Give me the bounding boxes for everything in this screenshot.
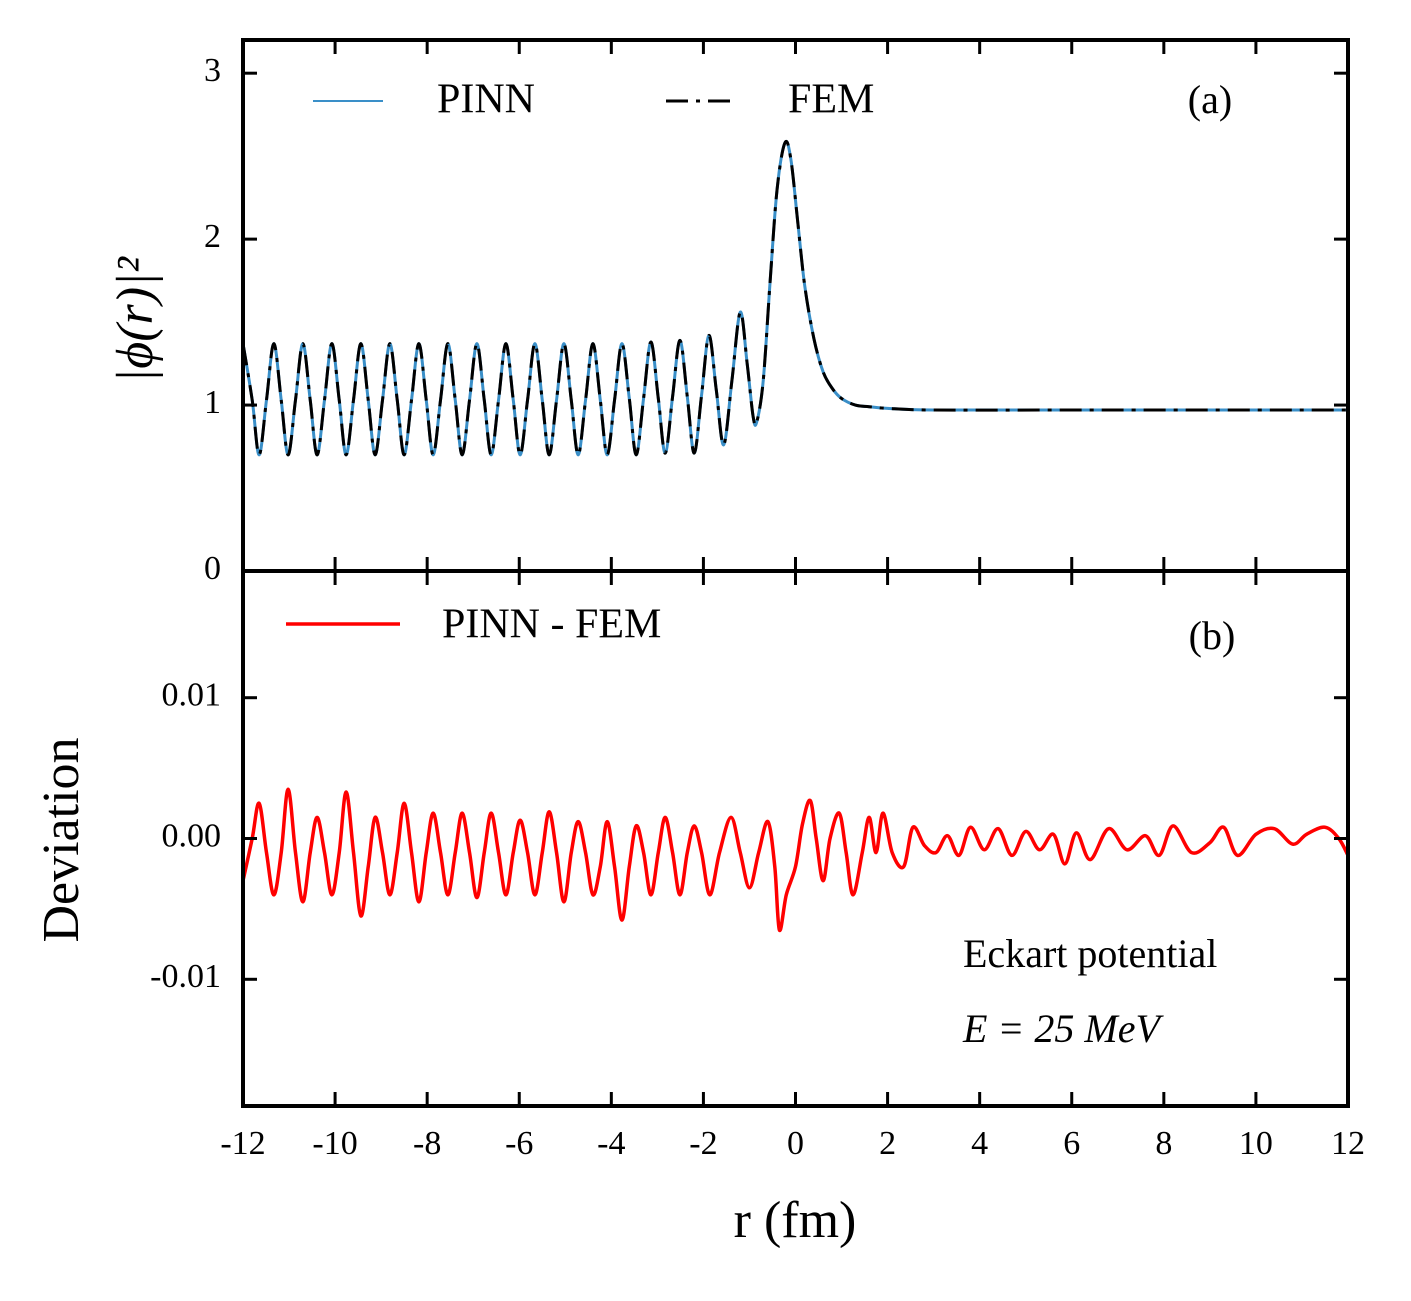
x-tick-label: 8 xyxy=(1155,1125,1172,1162)
annotation: E = 25 MeV xyxy=(962,1006,1165,1051)
panel-b-plot xyxy=(243,787,1348,933)
y-tick-label: 0.00 xyxy=(162,817,222,854)
series-line xyxy=(243,140,1348,457)
series-line xyxy=(243,140,1348,457)
panel-b-frame xyxy=(241,569,1350,1108)
x-tick-label: 12 xyxy=(1331,1125,1365,1162)
x-tick-label: 6 xyxy=(1063,1125,1080,1162)
y-tick-label: 2 xyxy=(204,218,221,255)
x-tick-label: -8 xyxy=(413,1125,441,1162)
y-tick-label: 0 xyxy=(204,550,221,587)
x-tick-label: 2 xyxy=(879,1125,896,1162)
y-axis-label: Deviation xyxy=(33,737,90,942)
y-tick-label: 0.01 xyxy=(162,677,222,714)
y-tick-label: -0.01 xyxy=(150,958,221,995)
legend-label: FEM xyxy=(788,77,874,123)
panel-a-plot xyxy=(243,140,1348,457)
legend-label: PINN - FEM xyxy=(442,602,661,648)
x-tick-label: -2 xyxy=(689,1125,717,1162)
x-tick-label: -6 xyxy=(505,1125,533,1162)
panel-label: (a) xyxy=(1188,77,1232,122)
annotation: Eckart potential xyxy=(963,931,1217,976)
x-tick-label: 0 xyxy=(787,1125,804,1162)
y-tick-label: 3 xyxy=(204,52,221,89)
x-tick-label: -4 xyxy=(597,1125,625,1162)
y-axis-label: |ϕ(r)|² xyxy=(107,256,164,383)
x-axis-label: r (fm) xyxy=(734,1192,857,1249)
panel-label: (b) xyxy=(1189,613,1236,658)
x-tick-label: -12 xyxy=(220,1125,265,1162)
x-tick-label: 4 xyxy=(971,1125,988,1162)
x-tick-label: -10 xyxy=(312,1125,357,1162)
series-line xyxy=(243,787,1348,933)
y-tick-label: 1 xyxy=(204,384,221,421)
x-tick-label: 10 xyxy=(1239,1125,1273,1162)
legend-label: PINN xyxy=(437,77,535,123)
